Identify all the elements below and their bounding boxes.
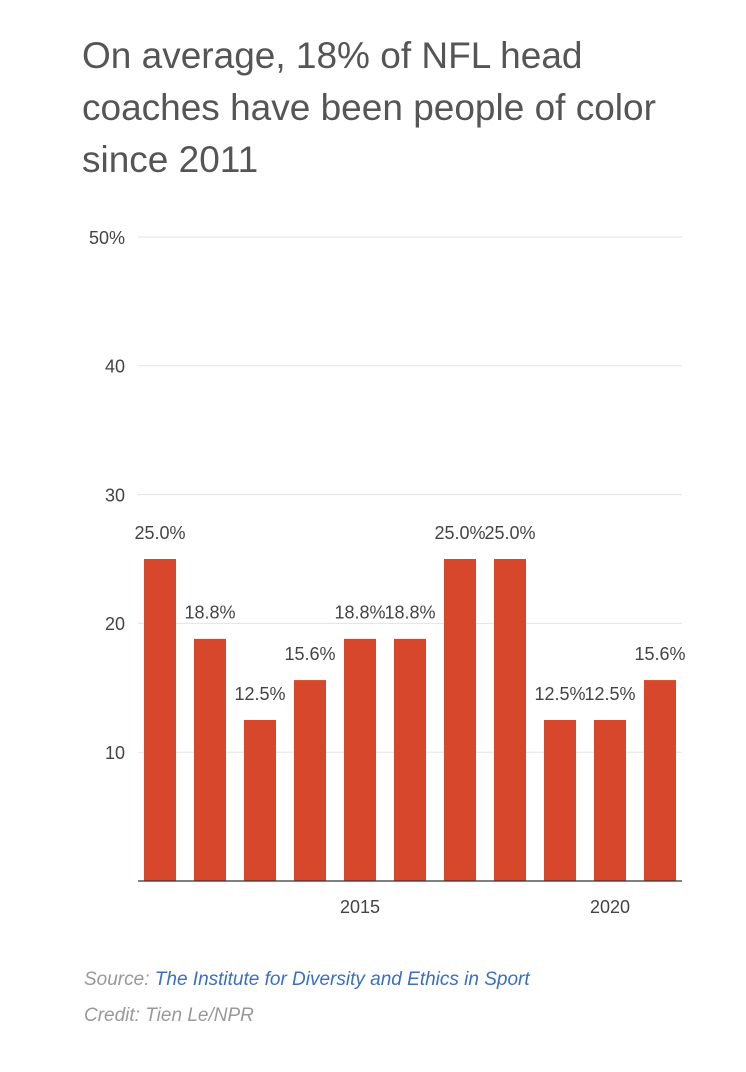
source-line: Source: The Institute for Diversity and … [84, 962, 530, 998]
footer: Source: The Institute for Diversity and … [84, 962, 530, 1034]
bar [394, 638, 426, 881]
bar [544, 720, 576, 881]
bar [144, 559, 176, 881]
source-label: Source: [84, 969, 150, 990]
source-link[interactable]: The Institute for Diversity and Ethics i… [154, 969, 530, 990]
y-tick-label: 40 [105, 357, 125, 377]
bar [244, 720, 276, 881]
x-tick-label: 2015 [340, 897, 380, 917]
value-label: 18.8% [184, 603, 235, 623]
value-label: 15.6% [634, 644, 685, 664]
value-label: 12.5% [584, 684, 635, 704]
credit: Credit: Tien Le/NPR [84, 1005, 254, 1026]
y-tick-label: 50% [89, 228, 125, 248]
value-label: 18.8% [384, 603, 435, 623]
bar [644, 680, 676, 881]
bar [344, 638, 376, 881]
value-label: 15.6% [284, 644, 335, 664]
bar [444, 559, 476, 881]
y-tick-label: 30 [105, 485, 125, 505]
value-label: 25.0% [134, 523, 185, 543]
bar [294, 680, 326, 881]
value-label: 18.8% [334, 603, 385, 623]
value-label: 25.0% [484, 523, 535, 543]
value-label: 12.5% [534, 684, 585, 704]
chart: 10 20 30 50% 40 25.0% 18.8% 12.5% 15.6% 18.8% 2015… [89, 228, 686, 917]
value-label: 12.5% [234, 684, 285, 704]
chart-title: On average, 18% of NFL head coaches have… [82, 35, 656, 180]
bar [494, 559, 526, 881]
y-tick-label: 20 [105, 614, 125, 634]
bar [194, 638, 226, 881]
value-label: 25.0% [434, 523, 485, 543]
y-tick-label: 10 [105, 743, 125, 763]
bar [594, 720, 626, 881]
x-tick-label: 2020 [590, 897, 630, 917]
